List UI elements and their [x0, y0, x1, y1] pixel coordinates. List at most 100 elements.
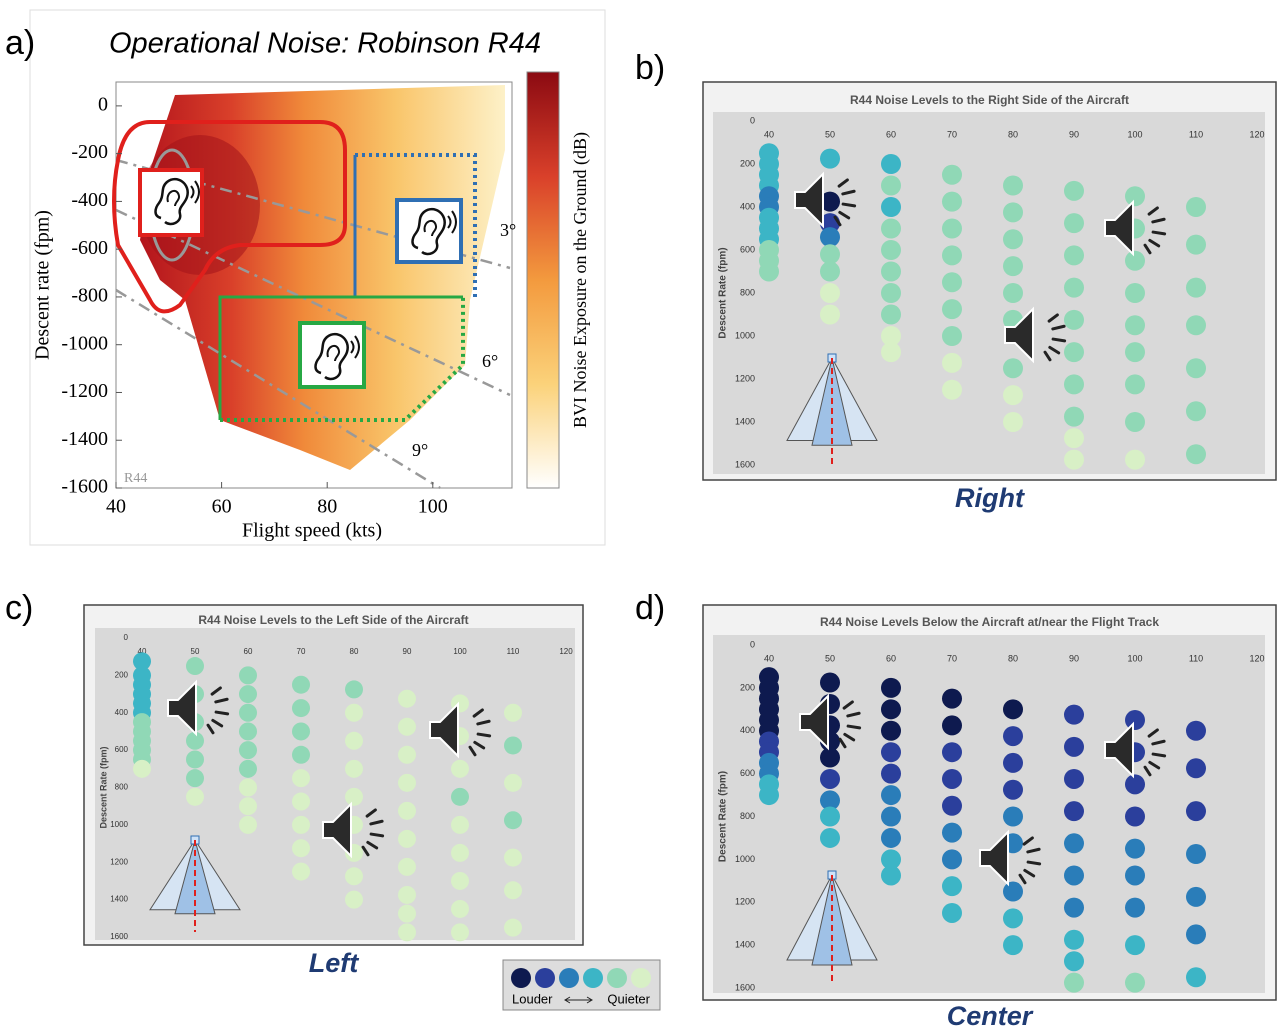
noise-point	[504, 703, 522, 722]
noise-point	[239, 815, 257, 834]
noise-point	[820, 244, 840, 265]
noise-point	[1125, 250, 1145, 271]
noise-point	[1064, 768, 1084, 789]
x-tick-label: 40	[764, 129, 774, 139]
panel-label: b)	[635, 49, 665, 87]
sound-wave	[369, 819, 384, 826]
noise-point	[398, 904, 416, 923]
sound-wave	[846, 724, 862, 730]
y-tick-label: 600	[740, 768, 755, 778]
chart-title: R44 Noise Levels to the Right Side of th…	[850, 93, 1129, 107]
legend-label: Louder	[512, 991, 553, 1006]
sound-wave	[841, 189, 856, 196]
noise-point	[942, 715, 962, 736]
noise-point	[881, 218, 901, 239]
y-tick-label: 600	[115, 745, 129, 754]
noise-point	[942, 218, 962, 239]
noise-point	[1003, 256, 1023, 277]
noise-point	[1064, 704, 1084, 725]
noise-point	[1064, 736, 1084, 757]
y-tick-label: -1200	[61, 380, 108, 402]
ear-icon-green	[298, 321, 366, 389]
noise-point	[1064, 309, 1084, 330]
noise-point	[881, 742, 901, 763]
noise-point	[1125, 342, 1145, 363]
x-tick-label: 110	[1189, 653, 1203, 663]
sound-wave	[472, 708, 484, 718]
noise-point	[820, 227, 840, 248]
y-tick-label: 1000	[735, 330, 755, 340]
sound-wave	[1018, 873, 1027, 885]
noise-point	[186, 787, 204, 806]
y-tick-label: 1600	[735, 982, 755, 992]
noise-point	[345, 703, 363, 722]
noise-point	[1003, 385, 1023, 406]
noise-point	[1186, 197, 1206, 217]
x-tick-label: 80	[350, 647, 359, 656]
noise-point	[398, 885, 416, 904]
sound-wave	[210, 686, 222, 696]
noise-point	[292, 862, 310, 881]
noise-point	[881, 806, 901, 827]
noise-point	[1064, 972, 1084, 993]
speaker-body	[322, 801, 352, 859]
chart-title: R44 Noise Levels to the Left Side of the…	[198, 613, 468, 627]
x-tick-label: 70	[297, 647, 306, 656]
legend-swatch	[583, 968, 603, 988]
noise-point	[1003, 881, 1023, 902]
noise-point	[345, 680, 363, 699]
x-tick-label: 80	[1008, 129, 1018, 139]
x-axis-label: Flight speed (kts)	[242, 520, 382, 542]
noise-point	[1186, 277, 1206, 298]
panel-label: d)	[635, 589, 665, 627]
noise-point	[820, 148, 840, 169]
noise-point	[820, 747, 840, 768]
sound-wave	[842, 700, 854, 710]
speaker-icon	[1004, 306, 1067, 364]
panel-label: a)	[5, 24, 35, 62]
noise-point	[881, 175, 901, 196]
noise-point	[451, 787, 469, 806]
noise-point	[1003, 935, 1023, 956]
sound-wave	[1048, 345, 1061, 355]
sound-wave	[1147, 728, 1159, 738]
speaker-icon	[322, 801, 385, 859]
x-tick-label: 120	[559, 647, 573, 656]
noise-point	[292, 792, 310, 811]
noise-point	[1064, 406, 1084, 427]
x-tick-label: 70	[947, 653, 957, 663]
noise-point	[1003, 699, 1023, 720]
noise-point	[1003, 412, 1023, 432]
noise-point	[1064, 180, 1084, 201]
noise-point	[292, 745, 310, 764]
noise-point	[239, 778, 257, 797]
x-tick-label: 50	[191, 647, 200, 656]
sound-wave	[838, 737, 847, 749]
noise-point	[451, 815, 469, 834]
colorbar-label: BVI Noise Exposure on the Ground (dB)	[570, 132, 591, 428]
noise-point	[942, 379, 962, 400]
y-tick-label: 1000	[110, 820, 128, 829]
noise-point	[1064, 374, 1084, 395]
y-tick-label: 1200	[110, 857, 128, 866]
sound-wave	[1023, 868, 1036, 878]
y-tick-label: 1600	[735, 459, 755, 469]
sound-wave	[1151, 230, 1167, 236]
speaker-body	[1104, 199, 1134, 257]
noise-point	[1003, 229, 1023, 250]
noise-point	[1125, 283, 1145, 303]
noise-point	[345, 867, 363, 886]
noise-point	[942, 299, 962, 320]
x-tick-label: 90	[403, 647, 412, 656]
y-tick-label: 1000	[735, 854, 755, 864]
x-tick-label: 60	[212, 496, 232, 518]
y-tick-label: 0	[98, 93, 108, 115]
noise-point	[820, 672, 840, 693]
sound-wave	[838, 210, 851, 220]
x-tick-label: 90	[1069, 129, 1079, 139]
sound-wave	[468, 745, 477, 757]
sound-wave	[1148, 760, 1161, 770]
sound-wave	[1026, 860, 1042, 866]
